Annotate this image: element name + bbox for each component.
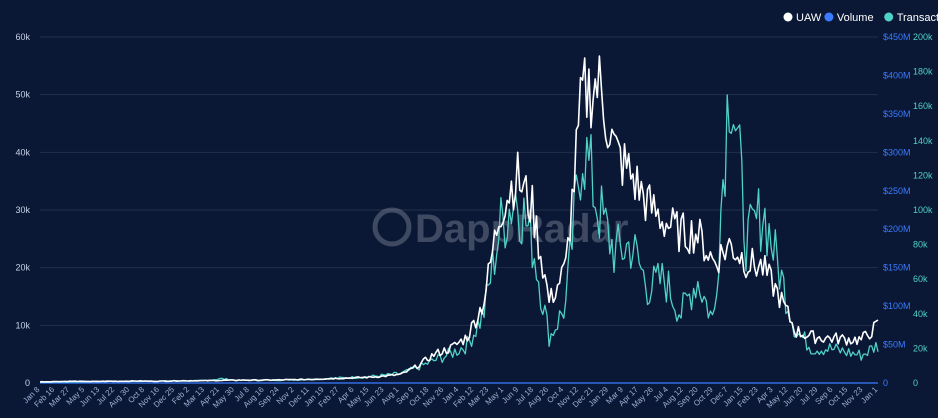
legend: UAW Volume Transactions xyxy=(783,12,938,24)
y-axis-left: 0 10k 20k 30k 40k 50k 60k xyxy=(15,32,30,388)
y-right-transactions-tick-label: 80k xyxy=(913,240,928,250)
y-right-volume-tick-label: 0 xyxy=(883,378,888,388)
y-axis-right-transactions: 0 20k 40k 60k 80k 100k 120k 140k 160k 180k 200k xyxy=(913,32,933,388)
y-right-transactions-tick-label: 100k xyxy=(913,205,933,215)
y-right-transactions-tick-label: 120k xyxy=(913,170,933,180)
legend-marker-transactions xyxy=(884,12,894,22)
y-right-volume-tick-label: $100M xyxy=(883,301,911,311)
y-left-tick-label: 20k xyxy=(15,263,30,273)
y-right-transactions-tick-label: 180k xyxy=(913,67,933,77)
y-left-tick-label: 40k xyxy=(15,147,30,157)
y-right-transactions-tick-label: 200k xyxy=(913,32,933,42)
dappradar-logo-icon xyxy=(372,207,412,247)
y-left-tick-label: 0 xyxy=(25,378,30,388)
y-right-volume-tick-label: $450M xyxy=(883,32,911,42)
legend-marker-uaw xyxy=(783,12,793,22)
y-axis-right-volume: 0 $50M $100M $150M $200M $250M $300M $350M $400M… xyxy=(883,32,911,388)
y-left-tick-label: 30k xyxy=(15,205,30,215)
series xyxy=(39,55,879,384)
y-left-tick-label: 50k xyxy=(15,90,30,100)
y-right-transactions-tick-label: 20k xyxy=(913,343,928,353)
y-right-volume-tick-label: $400M xyxy=(883,70,911,80)
y-right-volume-tick-label: $150M xyxy=(883,263,911,273)
grid xyxy=(40,36,878,384)
legend-label-uaw[interactable]: UAW xyxy=(796,12,822,24)
x-tick-label: Jan 1 xyxy=(859,385,880,406)
y-right-volume-tick-label: $50M xyxy=(883,340,906,350)
y-right-volume-tick-label: $350M xyxy=(883,109,911,119)
y-right-transactions-tick-label: 140k xyxy=(913,136,933,146)
y-right-transactions-tick-label: 0 xyxy=(913,378,918,388)
legend-label-volume[interactable]: Volume xyxy=(837,12,874,24)
watermark: DappRadar xyxy=(372,207,628,251)
y-right-transactions-tick-label: 40k xyxy=(913,309,928,319)
y-right-transactions-tick-label: 60k xyxy=(913,274,928,284)
y-left-tick-label: 60k xyxy=(15,32,30,42)
series-line-uaw xyxy=(39,55,879,383)
legend-marker-volume xyxy=(824,12,834,22)
y-right-transactions-tick-label: 160k xyxy=(913,101,933,111)
y-right-volume-tick-label: $300M xyxy=(883,147,911,157)
y-left-tick-label: 10k xyxy=(15,320,30,330)
y-right-volume-tick-label: $250M xyxy=(883,186,911,196)
y-right-volume-tick-label: $200M xyxy=(883,224,911,234)
legend-label-transactions[interactable]: Transactions xyxy=(897,12,938,24)
